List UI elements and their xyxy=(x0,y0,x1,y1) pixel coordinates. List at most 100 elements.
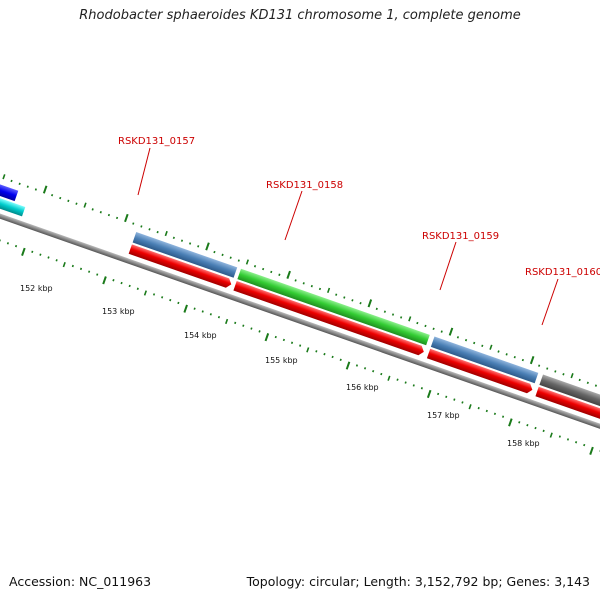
gene-label-rskd131-0159[interactable]: RSKD131_0159 xyxy=(422,231,499,242)
scale-tick xyxy=(437,392,440,396)
scale-tick xyxy=(169,298,172,302)
scale-tick xyxy=(107,213,111,217)
scale-tick xyxy=(372,369,375,373)
scale-tick xyxy=(331,355,334,359)
scale-tick xyxy=(485,409,488,413)
gene-label-rskd131-0157[interactable]: RSKD131_0157 xyxy=(118,136,195,147)
scale-tick xyxy=(426,389,432,399)
scale-tick xyxy=(404,381,407,384)
scale-tick xyxy=(473,341,476,345)
scale-label: 155 kbp xyxy=(265,356,298,365)
scale-tick xyxy=(205,242,210,251)
gene-leader-line xyxy=(439,241,457,291)
scale-tick xyxy=(400,316,403,319)
scale-tick xyxy=(396,378,399,381)
gene-bar-left-edge[interactable] xyxy=(0,148,19,202)
scale-label-layer: 152 kbp 153 kbp 154 kbp 155 kbp 156 kbp … xyxy=(20,284,540,448)
gene-leader-line xyxy=(541,278,559,326)
scale-tick xyxy=(440,330,443,333)
scale-label: 156 kbp xyxy=(346,383,379,392)
cds-arrow-rskd131-0160[interactable] xyxy=(535,386,600,429)
scale-tick xyxy=(508,418,513,427)
scale-tick xyxy=(526,423,529,427)
scale-tick xyxy=(34,188,37,191)
scale-tick xyxy=(489,344,493,350)
scale-tick xyxy=(278,273,281,276)
scale-tick xyxy=(31,250,34,254)
scale-tick xyxy=(115,216,119,220)
scale-tick xyxy=(136,287,139,290)
scale-tick xyxy=(209,313,212,316)
gene-bar-rskd131-0159[interactable] xyxy=(430,336,539,384)
scale-tick xyxy=(464,338,468,342)
scale-tick xyxy=(156,230,159,234)
scale-tick xyxy=(140,225,143,228)
scale-tick xyxy=(132,222,135,225)
gene-label-rskd131-0158[interactable]: RSKD131_0158 xyxy=(266,180,343,191)
scale-tick xyxy=(558,435,561,438)
genome-backbone xyxy=(0,167,600,470)
scale-tick xyxy=(566,438,570,441)
scale-tick xyxy=(538,364,541,367)
scale-tick xyxy=(42,185,48,194)
accession-text: Accession: NC_011963 xyxy=(9,574,152,589)
scale-tick xyxy=(250,327,253,330)
scale-tick xyxy=(416,321,419,325)
scale-tick xyxy=(124,213,129,223)
scale-tick xyxy=(143,290,148,296)
scale-tick xyxy=(6,242,10,245)
scale-tick xyxy=(55,259,58,262)
scale-tick xyxy=(59,196,62,200)
inner-tick-ring xyxy=(0,239,600,455)
cds-arrow-rskd131-0158[interactable] xyxy=(233,281,425,357)
scale-tick xyxy=(562,373,565,376)
scale-tick xyxy=(21,247,26,256)
scale-tick xyxy=(468,404,472,410)
scale-tick xyxy=(453,398,456,401)
scale-tick xyxy=(529,356,535,365)
gene-bar-rskd131-0160[interactable] xyxy=(539,374,600,418)
outer-tick-ring xyxy=(2,174,598,387)
scale-tick xyxy=(180,239,184,242)
scale-tick xyxy=(355,364,359,367)
scale-tick xyxy=(589,446,594,455)
gene-bar-rskd131-0158[interactable] xyxy=(237,268,430,346)
scale-tick xyxy=(264,333,270,342)
scale-tick xyxy=(363,367,367,370)
scale-tick xyxy=(14,244,18,248)
scale-tick xyxy=(521,358,524,362)
scale-tick xyxy=(549,432,553,438)
scale-tick xyxy=(258,330,261,333)
scale-tick xyxy=(318,287,322,291)
scale-tick xyxy=(234,321,237,325)
scale-tick xyxy=(112,279,115,282)
scale-tick xyxy=(91,208,94,211)
scale-tick xyxy=(306,347,310,353)
scale-tick xyxy=(542,429,545,433)
scale-tick xyxy=(10,179,13,183)
gene-bar-rskd131-0157[interactable] xyxy=(132,232,238,278)
scale-tick xyxy=(448,327,454,336)
scale-tick xyxy=(501,415,505,418)
scale-tick xyxy=(71,264,74,268)
cds-arrow-rskd131-0159[interactable] xyxy=(426,348,534,395)
scale-tick xyxy=(367,299,373,308)
scale-label: 152 kbp xyxy=(20,284,53,293)
scale-tick xyxy=(290,341,294,344)
scale-tick xyxy=(245,259,249,265)
scale-tick xyxy=(586,381,589,384)
scale-tick xyxy=(0,239,1,242)
cds-arrow-rskd131-0157[interactable] xyxy=(128,244,233,289)
scale-label: 158 kbp xyxy=(507,439,540,448)
scale-tick xyxy=(335,293,338,296)
scale-tick xyxy=(2,174,6,180)
gene-leader-line xyxy=(137,147,151,196)
scale-tick xyxy=(408,316,412,322)
scale-tick xyxy=(237,259,240,262)
scale-tick xyxy=(161,296,164,299)
scale-tick xyxy=(148,228,151,231)
gene-label-rskd131-0160[interactable]: RSKD131_0160 xyxy=(525,267,600,278)
scale-tick xyxy=(18,182,21,186)
scale-tick xyxy=(326,287,331,294)
scale-tick xyxy=(294,279,297,282)
